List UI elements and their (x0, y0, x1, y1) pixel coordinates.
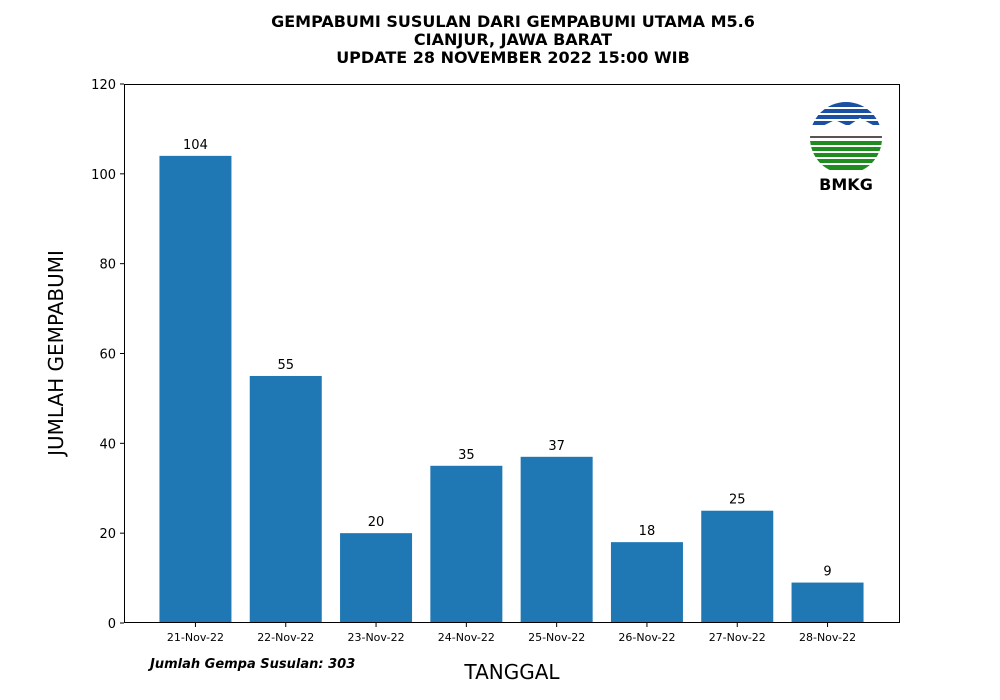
x-tick-label: 24-Nov-22 (438, 631, 495, 644)
bar-26-Nov-22 (610, 542, 683, 623)
bar-labels-group: 104 55 20 35 37 18 25 9 (183, 138, 832, 580)
bar-22-Nov-22 (249, 375, 322, 623)
bar-value-label: 35 (458, 448, 475, 463)
chart-title-line-2: CIANJUR, JAWA BARAT (414, 30, 612, 49)
x-axis-label: TANGGAL (463, 660, 560, 684)
x-tick-label: 26-Nov-22 (618, 631, 675, 644)
y-tick-label: 20 (99, 527, 116, 542)
bar-value-label: 20 (368, 515, 385, 530)
y-tick-label: 40 (99, 437, 116, 452)
x-tick-label: 28-Nov-22 (799, 631, 856, 644)
bar-value-label: 55 (277, 358, 294, 373)
bar-27-Nov-22 (701, 510, 774, 623)
bar-value-label: 37 (548, 439, 565, 454)
bar-23-Nov-22 (340, 533, 413, 623)
bmkg-logo: BMKG (810, 102, 882, 194)
y-axis-label: JUMLAH GEMPABUMI (44, 250, 68, 458)
x-tick-label: 25-Nov-22 (528, 631, 585, 644)
chart-title-line-1: GEMPABUMI SUSULAN DARI GEMPABUMI UTAMA M… (271, 12, 755, 31)
y-tick-label: 0 (108, 617, 116, 632)
bar-21-Nov-22 (159, 155, 232, 623)
bmkg-logo-icon (810, 102, 882, 170)
x-tick-label: 27-Nov-22 (709, 631, 766, 644)
bar-25-Nov-22 (520, 456, 593, 623)
bmkg-logo-text: BMKG (819, 175, 873, 194)
bar-value-label: 18 (639, 524, 656, 539)
y-tick-label: 60 (99, 348, 116, 363)
bar-value-label: 9 (823, 565, 831, 580)
x-tick-label: 23-Nov-22 (347, 631, 404, 644)
y-tick-label: 80 (99, 258, 116, 273)
bar-24-Nov-22 (430, 465, 503, 623)
y-tick-label: 100 (91, 168, 116, 183)
chart-title-line-3: UPDATE 28 NOVEMBER 2022 15:00 WIB (336, 48, 690, 67)
bar-value-label: 25 (729, 493, 746, 508)
aftershock-total-note: Jumlah Gempa Susulan: 303 (147, 657, 355, 672)
bar-28-Nov-22 (791, 582, 864, 623)
bars-group (159, 155, 864, 623)
y-axis-ticks: 0 20 40 60 80 100 120 (91, 78, 124, 632)
x-axis-ticks: 21-Nov-22 22-Nov-22 23-Nov-22 24-Nov-22 25-N… (167, 623, 856, 644)
y-tick-label: 120 (91, 78, 116, 93)
x-tick-label: 22-Nov-22 (257, 631, 314, 644)
bar-value-label: 104 (183, 138, 208, 153)
x-tick-label: 21-Nov-22 (167, 631, 224, 644)
plot-frame (124, 84, 900, 623)
